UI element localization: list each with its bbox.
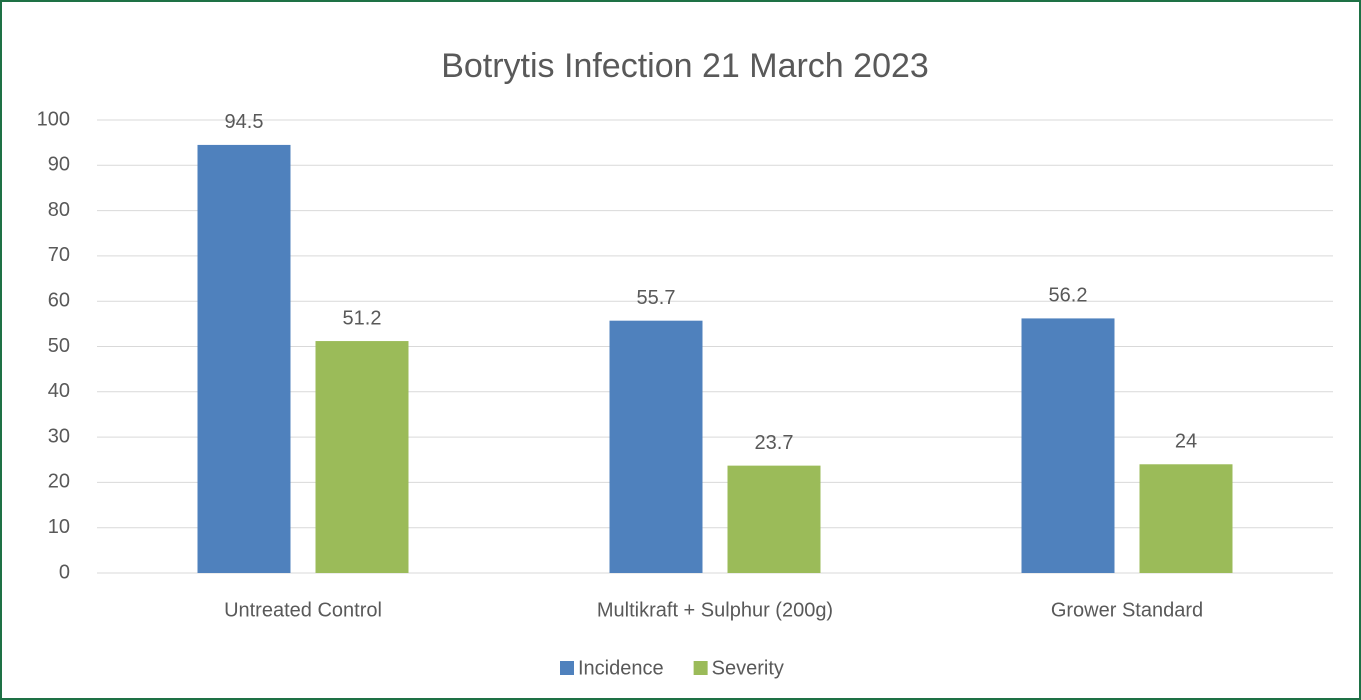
y-tick-label: 40: [48, 380, 70, 402]
bar: [727, 465, 821, 573]
y-tick-label: 10: [48, 516, 70, 538]
legend-swatch: [560, 661, 574, 675]
y-tick-label: 90: [48, 154, 70, 176]
y-tick-label: 100: [37, 108, 70, 130]
x-tick-label: Grower Standard: [1051, 599, 1203, 621]
data-label: 24: [1175, 431, 1197, 453]
chart-title: Botrytis Infection 21 March 2023: [441, 47, 929, 85]
legend-label: Incidence: [578, 657, 664, 679]
y-tick-label: 70: [48, 244, 70, 266]
data-label: 23.7: [755, 432, 794, 454]
x-tick-label: Untreated Control: [224, 599, 382, 621]
legend-label: Severity: [712, 657, 784, 679]
y-tick-label: 20: [48, 471, 70, 493]
data-label: 55.7: [637, 287, 676, 309]
bar: [609, 320, 703, 573]
data-label: 56.2: [1049, 285, 1088, 307]
legend-swatch: [693, 661, 708, 675]
y-tick-label: 60: [48, 289, 70, 311]
bar: [1139, 464, 1233, 573]
y-tick-label: 0: [59, 561, 70, 583]
x-tick-label: Multikraft + Sulphur (200g): [597, 599, 833, 621]
data-label: 94.5: [225, 111, 264, 133]
y-tick-label: 80: [48, 199, 70, 221]
data-label: 51.2: [343, 307, 382, 329]
y-tick-label: 50: [48, 335, 70, 357]
bar: [1021, 318, 1115, 573]
y-tick-label: 30: [48, 425, 70, 447]
bar: [315, 341, 409, 573]
bar: [197, 144, 291, 574]
